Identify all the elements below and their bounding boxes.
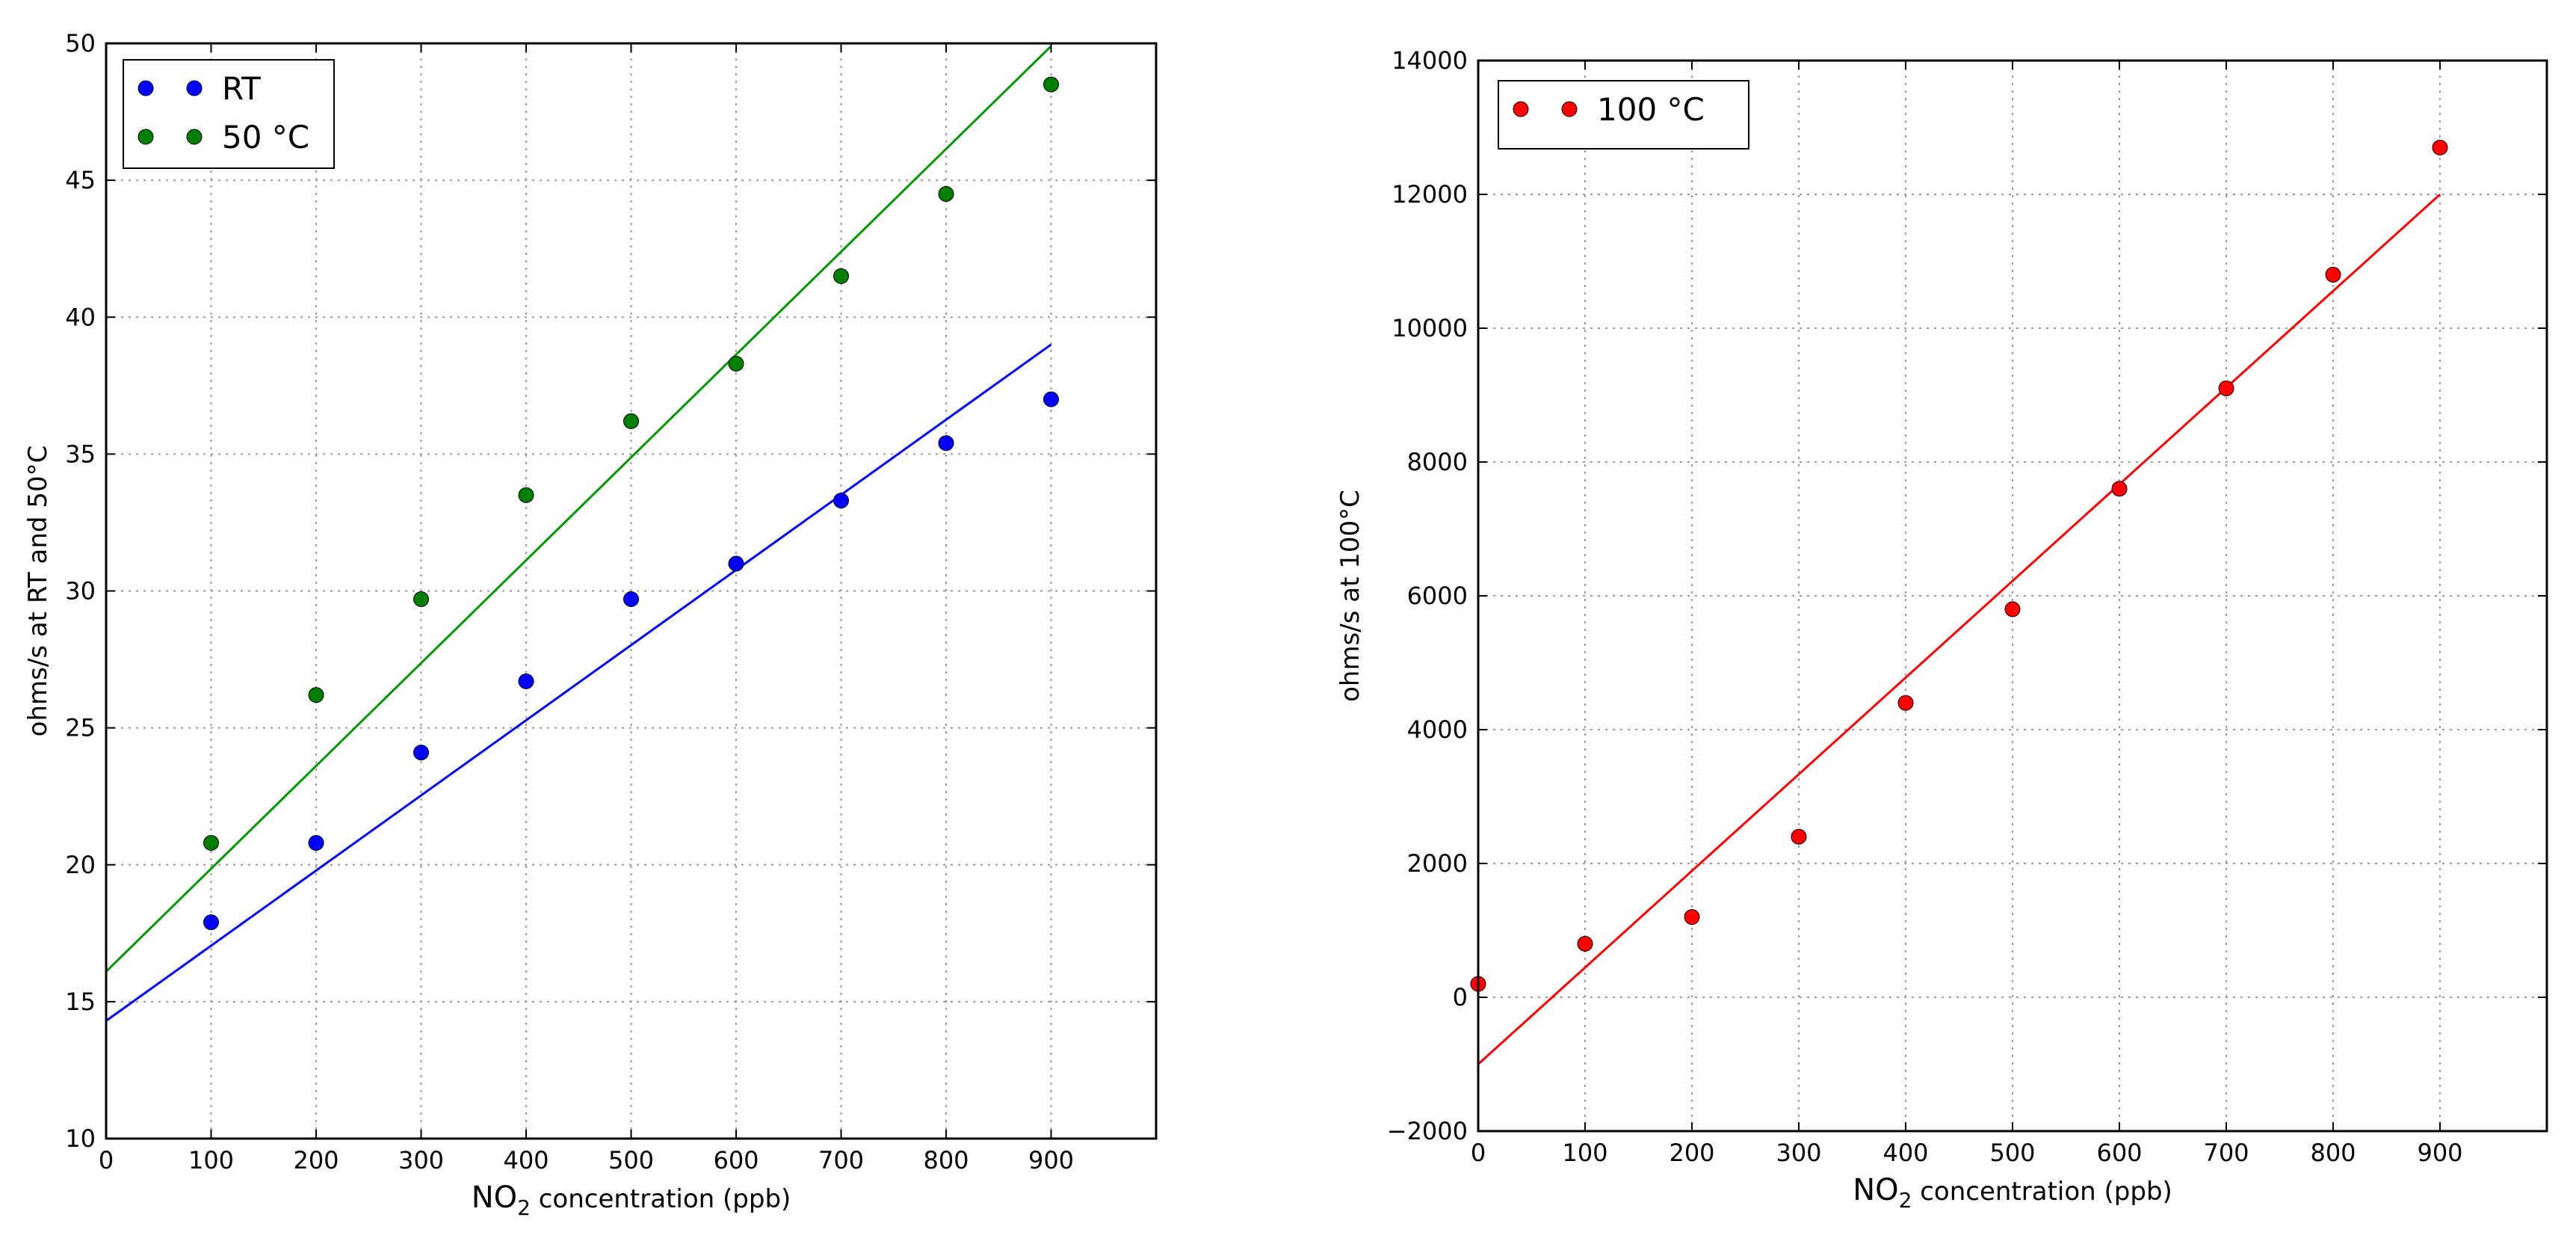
x-axis-label-subscript: 2 bbox=[517, 1195, 531, 1220]
x-tick-label: 900 bbox=[2417, 1139, 2462, 1167]
x-axis-label-subscript: 2 bbox=[1899, 1188, 1912, 1213]
legend-marker bbox=[186, 129, 203, 145]
data-point bbox=[518, 487, 534, 503]
x-tick-label: 900 bbox=[1028, 1146, 1074, 1174]
data-point bbox=[728, 356, 744, 372]
legend: RT 50 °C bbox=[123, 59, 335, 169]
legend-marker bbox=[138, 129, 154, 145]
y-tick-label: 25 bbox=[65, 714, 96, 742]
legend-label: 100 °C bbox=[1597, 91, 1705, 128]
data-point bbox=[938, 435, 954, 452]
y-tick-label: −2000 bbox=[1387, 1117, 1468, 1145]
x-tick-label: 200 bbox=[1669, 1139, 1714, 1167]
legend-marker bbox=[186, 80, 203, 96]
data-point bbox=[833, 493, 849, 509]
y-tick-label: 15 bbox=[65, 988, 96, 1016]
data-point bbox=[518, 673, 534, 689]
x-axis-label-prefix: NO bbox=[472, 1180, 517, 1215]
y-axis-label: ohms/s at RT and 50°C bbox=[23, 446, 53, 737]
chart-panel-1: 0 100 200 300 400 500 600 700 800 900 10 15 20 25 30 35… bbox=[23, 29, 1158, 1220]
data-point bbox=[413, 745, 429, 761]
y-tick-label: 10 bbox=[65, 1124, 96, 1153]
y-tick-label: 14000 bbox=[1392, 46, 1468, 75]
data-point bbox=[1043, 76, 1059, 93]
data-point bbox=[623, 591, 639, 607]
y-tick-label: 40 bbox=[65, 303, 96, 331]
x-tick-label: 300 bbox=[398, 1146, 444, 1174]
data-point bbox=[203, 834, 219, 851]
x-tick-label: 800 bbox=[2310, 1139, 2356, 1167]
x-axis-label-suffix: concentration (ppb) bbox=[1912, 1177, 2172, 1207]
fit-line-2 bbox=[105, 45, 1052, 973]
data-point bbox=[413, 591, 429, 607]
y-tick-label: 6000 bbox=[1407, 582, 1468, 610]
y-tick-label: 4000 bbox=[1407, 715, 1468, 744]
x-tick-label: 100 bbox=[188, 1146, 234, 1174]
data-point bbox=[2111, 481, 2128, 497]
x-tick-label: 300 bbox=[1776, 1139, 1821, 1167]
x-tick-label: 700 bbox=[2203, 1139, 2249, 1167]
y-tick-label: 35 bbox=[65, 440, 96, 468]
data-point bbox=[728, 555, 744, 572]
x-tick-label: 400 bbox=[1882, 1139, 1928, 1167]
fit-line-1 bbox=[1477, 193, 2441, 1065]
data-point bbox=[203, 914, 219, 931]
x-tick-label: 500 bbox=[608, 1146, 654, 1174]
legend-marker bbox=[1513, 101, 1529, 117]
data-point bbox=[833, 268, 849, 284]
data-point bbox=[2432, 139, 2448, 155]
legend-box bbox=[1498, 80, 1749, 150]
y-tick-label: 0 bbox=[1453, 983, 1468, 1011]
x-axis-label-suffix: concentration (ppb) bbox=[531, 1184, 791, 1214]
fit-line-1 bbox=[105, 343, 1052, 1022]
data-point bbox=[308, 687, 324, 703]
y-tick-label: 2000 bbox=[1407, 849, 1468, 878]
data-point bbox=[1897, 695, 1914, 711]
legend-label: RT bbox=[222, 70, 261, 107]
x-axis-label: NO2 concentration (ppb) bbox=[472, 1180, 791, 1220]
legend: 100 °C bbox=[1498, 80, 1749, 150]
x-axis-label: NO2 concentration (ppb) bbox=[1853, 1173, 2172, 1213]
y-tick-label: 50 bbox=[65, 29, 96, 58]
legend-marker bbox=[1561, 101, 1578, 117]
legend-box bbox=[123, 59, 335, 169]
legend-label: 50 °C bbox=[222, 119, 309, 155]
data-point bbox=[2218, 381, 2234, 397]
x-tick-label: 0 bbox=[99, 1146, 114, 1174]
y-tick-label: 20 bbox=[65, 851, 96, 879]
y-tick-label: 12000 bbox=[1392, 180, 1468, 209]
x-tick-label: 600 bbox=[2096, 1139, 2142, 1167]
x-tick-label: 700 bbox=[818, 1146, 864, 1174]
legend-marker bbox=[138, 80, 154, 96]
data-point bbox=[1577, 935, 1593, 952]
y-tick-label: 30 bbox=[65, 577, 96, 606]
y-tick-label: 10000 bbox=[1392, 314, 1468, 342]
chart-panel-2: 0 100 200 300 400 500 600 700 800 900−20000200040… bbox=[1335, 46, 2548, 1213]
x-tick-label: 500 bbox=[1989, 1139, 2035, 1167]
x-tick-label: 200 bbox=[293, 1146, 339, 1174]
data-point bbox=[1684, 909, 1700, 926]
y-axis-label: ohms/s at 100°C bbox=[1335, 490, 1365, 702]
data-point bbox=[2004, 601, 2021, 618]
y-tick-label: 45 bbox=[65, 166, 96, 194]
x-tick-label: 600 bbox=[713, 1146, 759, 1174]
x-tick-label: 100 bbox=[1562, 1139, 1607, 1167]
data-point bbox=[1043, 391, 1059, 407]
y-tick-label: 8000 bbox=[1407, 448, 1468, 476]
data-point bbox=[308, 834, 324, 851]
x-tick-label: 800 bbox=[923, 1146, 969, 1174]
data-point bbox=[623, 413, 639, 429]
x-axis-label-prefix: NO bbox=[1853, 1173, 1898, 1207]
x-tick-label: 400 bbox=[503, 1146, 549, 1174]
x-tick-label: 0 bbox=[1471, 1139, 1486, 1167]
data-point bbox=[2325, 266, 2341, 283]
data-point bbox=[1791, 828, 1807, 845]
data-point bbox=[938, 185, 954, 202]
